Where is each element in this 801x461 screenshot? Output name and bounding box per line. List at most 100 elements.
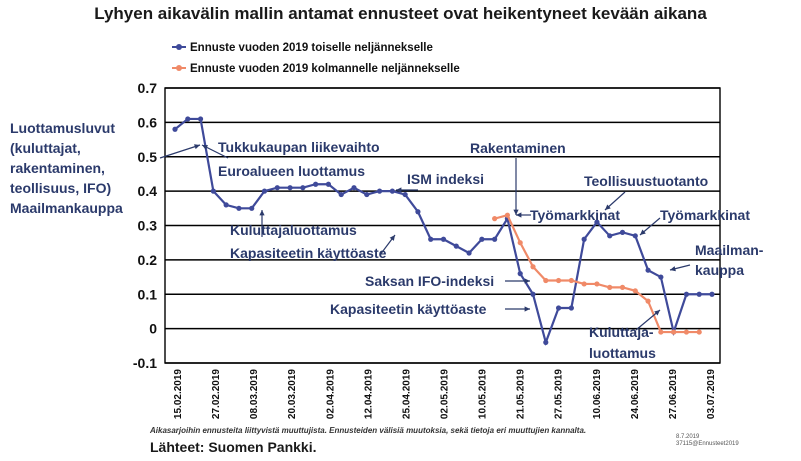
- x-tick-label: 24.06.2019: [630, 369, 641, 419]
- series-q3-point: [492, 216, 498, 222]
- annotation-arrow: [159, 144, 201, 159]
- series-q3-point: [607, 284, 613, 290]
- x-tick-label: 08.03.2019: [249, 369, 260, 419]
- y-tick-label: 0.5: [138, 149, 158, 165]
- series-q2-point: [389, 188, 395, 194]
- series-q3-point: [594, 281, 600, 287]
- series-q3-point: [683, 329, 690, 335]
- figure-date: 8.7.2019: [676, 434, 700, 440]
- series-q2-point: [619, 229, 626, 235]
- series-q2-point: [517, 271, 523, 277]
- series-q3-point: [645, 298, 651, 304]
- series-q2-point: [632, 233, 638, 239]
- legend-label: Ennuste vuoden 2019 kolmannelle neljänne…: [190, 63, 460, 75]
- series-q2-point: [683, 291, 690, 297]
- series-q2-point: [325, 181, 332, 187]
- series-q2-point: [351, 185, 357, 191]
- annotation-label: Kapasiteetin käyttöaste: [230, 245, 387, 261]
- series-q2-point: [555, 305, 562, 311]
- x-tick-label: 10.06.2019: [592, 369, 603, 419]
- series-q2-point: [607, 233, 613, 239]
- annotation-arrowhead: [654, 310, 660, 316]
- series-q2-point: [249, 205, 255, 211]
- annotation-arrowhead: [516, 212, 522, 218]
- series-q3-point: [581, 281, 587, 287]
- y-tick-label: 0.4: [138, 183, 158, 199]
- annotation-label: luottamus: [589, 345, 656, 361]
- series-q3-point: [568, 277, 574, 284]
- annotation-arrowhead: [670, 266, 676, 272]
- series-q2-point: [428, 236, 434, 242]
- figure-code: 37115@Ennusteet2019: [676, 441, 739, 447]
- annotation-arrowhead: [524, 306, 530, 312]
- x-tick-label: 20.03.2019: [287, 369, 298, 419]
- x-tick-label: 10.05.2019: [478, 369, 489, 419]
- annotation-arrowhead: [389, 235, 395, 241]
- series-q2-point: [300, 185, 306, 191]
- series-q2-point: [543, 339, 549, 345]
- series-q2-point: [261, 188, 268, 194]
- series-q2-point: [466, 250, 472, 256]
- series-q3-point: [632, 288, 638, 294]
- x-tick-label: 27.06.2019: [668, 369, 679, 419]
- plot-frame: [164, 87, 721, 364]
- legend-swatch-marker: [176, 44, 182, 50]
- legend-swatch-marker: [176, 65, 182, 71]
- annotation-label: Saksan IFO-indeksi: [365, 273, 494, 289]
- series-q2-point: [594, 219, 600, 225]
- series-q2-point: [709, 291, 715, 297]
- y-tick-label: 0.7: [138, 80, 158, 96]
- series-q2-point: [581, 236, 587, 242]
- series-q3-point: [671, 329, 677, 335]
- annotation-arrowhead: [640, 229, 646, 235]
- annotation-label: Kapasiteetin käyttöaste: [330, 301, 487, 317]
- x-tick-label: 02.05.2019: [440, 369, 451, 419]
- footnote: Aikasarjoihin ennusteita liittyvistä muu…: [150, 426, 587, 435]
- annotation-label: Kuluttaja-: [589, 324, 654, 340]
- x-tick-label: 15.02.2019: [173, 369, 184, 419]
- annotation-label: rakentaminen,: [10, 160, 105, 176]
- annotation-arrowhead: [202, 145, 208, 150]
- series-q3-point: [555, 277, 562, 284]
- annotation-arrowhead: [524, 278, 530, 284]
- series-q2-point: [223, 202, 229, 208]
- series-q2-point: [415, 209, 421, 215]
- x-tick-label: 21.05.2019: [516, 369, 527, 419]
- annotation-label: Luottamusluvut: [10, 120, 115, 136]
- series-q3-point: [543, 277, 549, 284]
- series-q2-point: [530, 291, 536, 297]
- x-tick-label: 12.04.2019: [363, 369, 374, 419]
- chart-title: Lyhyen aikavälin mallin antamat ennustee…: [94, 4, 707, 23]
- annotation-label: Maailman-: [695, 242, 764, 258]
- x-tick-label: 27.05.2019: [554, 369, 565, 419]
- series-q2-point: [440, 236, 447, 242]
- annotation-label: Työmarkkinat: [660, 207, 750, 223]
- series-q2-point: [479, 236, 485, 242]
- x-tick-label: 25.04.2019: [401, 369, 412, 419]
- annotation-label: Kuluttajaluottamus: [230, 222, 357, 238]
- legend-label: Ennuste vuoden 2019 toiselle neljännekse…: [190, 42, 433, 54]
- series-q3-point: [619, 284, 626, 290]
- annotation-label: Tukkukaupan liikevaihto: [218, 139, 380, 155]
- annotation-label: Euroalueen luottamus: [218, 163, 365, 179]
- annotation-label: ISM indeksi: [407, 171, 484, 187]
- series-q2-point: [185, 116, 191, 122]
- y-tick-label: 0.3: [138, 218, 158, 234]
- series-q2-point: [645, 267, 651, 273]
- series-q2-point: [568, 305, 574, 311]
- y-tick-label: 0: [149, 321, 157, 337]
- source-note: Lähteet: Suomen Pankki.: [150, 439, 317, 455]
- series-q2-point: [197, 116, 204, 122]
- y-tick-label: 0.6: [138, 114, 158, 130]
- series-q2-point: [287, 185, 293, 191]
- series-q2-point: [696, 291, 702, 297]
- annotation-arrowhead: [396, 187, 402, 193]
- series-q2-point: [236, 205, 242, 211]
- y-tick-label: 0.1: [138, 286, 158, 302]
- series-q2-point: [453, 243, 459, 249]
- series-q2-point: [210, 188, 216, 194]
- series-q2-point: [338, 191, 344, 198]
- series-q2-point: [172, 126, 178, 132]
- annotation-label: (kuluttajat,: [10, 140, 81, 156]
- x-tick-label: 03.07.2019: [706, 369, 717, 419]
